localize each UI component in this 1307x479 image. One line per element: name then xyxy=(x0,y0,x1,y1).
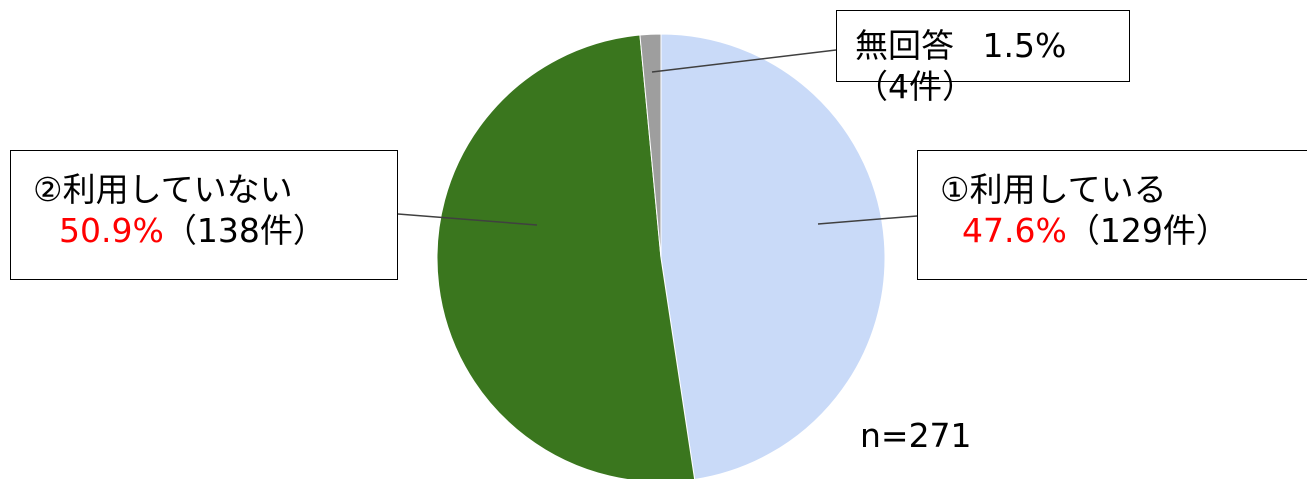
pie-slice-no-answer xyxy=(639,33,662,259)
pie-slices xyxy=(436,33,886,479)
pie-slice-using xyxy=(660,33,886,479)
slice-label-name: ②利用していない xyxy=(33,170,293,209)
slice-label-percent: 50.9% xyxy=(59,211,164,251)
leader-line-use xyxy=(817,215,918,225)
data-label-no-answer: 無回答 1.5% （4件） xyxy=(836,10,1130,106)
data-label-not-using: ②利用していない 50.9%（138件） xyxy=(10,150,398,280)
leader-line-nanswer xyxy=(651,49,837,73)
slice-label-percent: 1.5% xyxy=(982,26,1067,65)
slice-label-name: 無回答 xyxy=(855,26,954,65)
slice-label-count: （129件） xyxy=(1066,211,1229,251)
slice-label-name: ①利用している xyxy=(940,170,1167,209)
slice-label-count: （138件） xyxy=(163,211,326,251)
pie-slice-not-using xyxy=(436,34,696,479)
leader-line-notuse xyxy=(397,213,538,226)
data-label-using: ①利用している 47.6%（129件） xyxy=(917,150,1307,280)
sample-size-label: n=271 xyxy=(860,416,972,455)
slice-label-percent: 47.6% xyxy=(962,211,1067,251)
slice-label-count: （4件） xyxy=(855,67,975,107)
